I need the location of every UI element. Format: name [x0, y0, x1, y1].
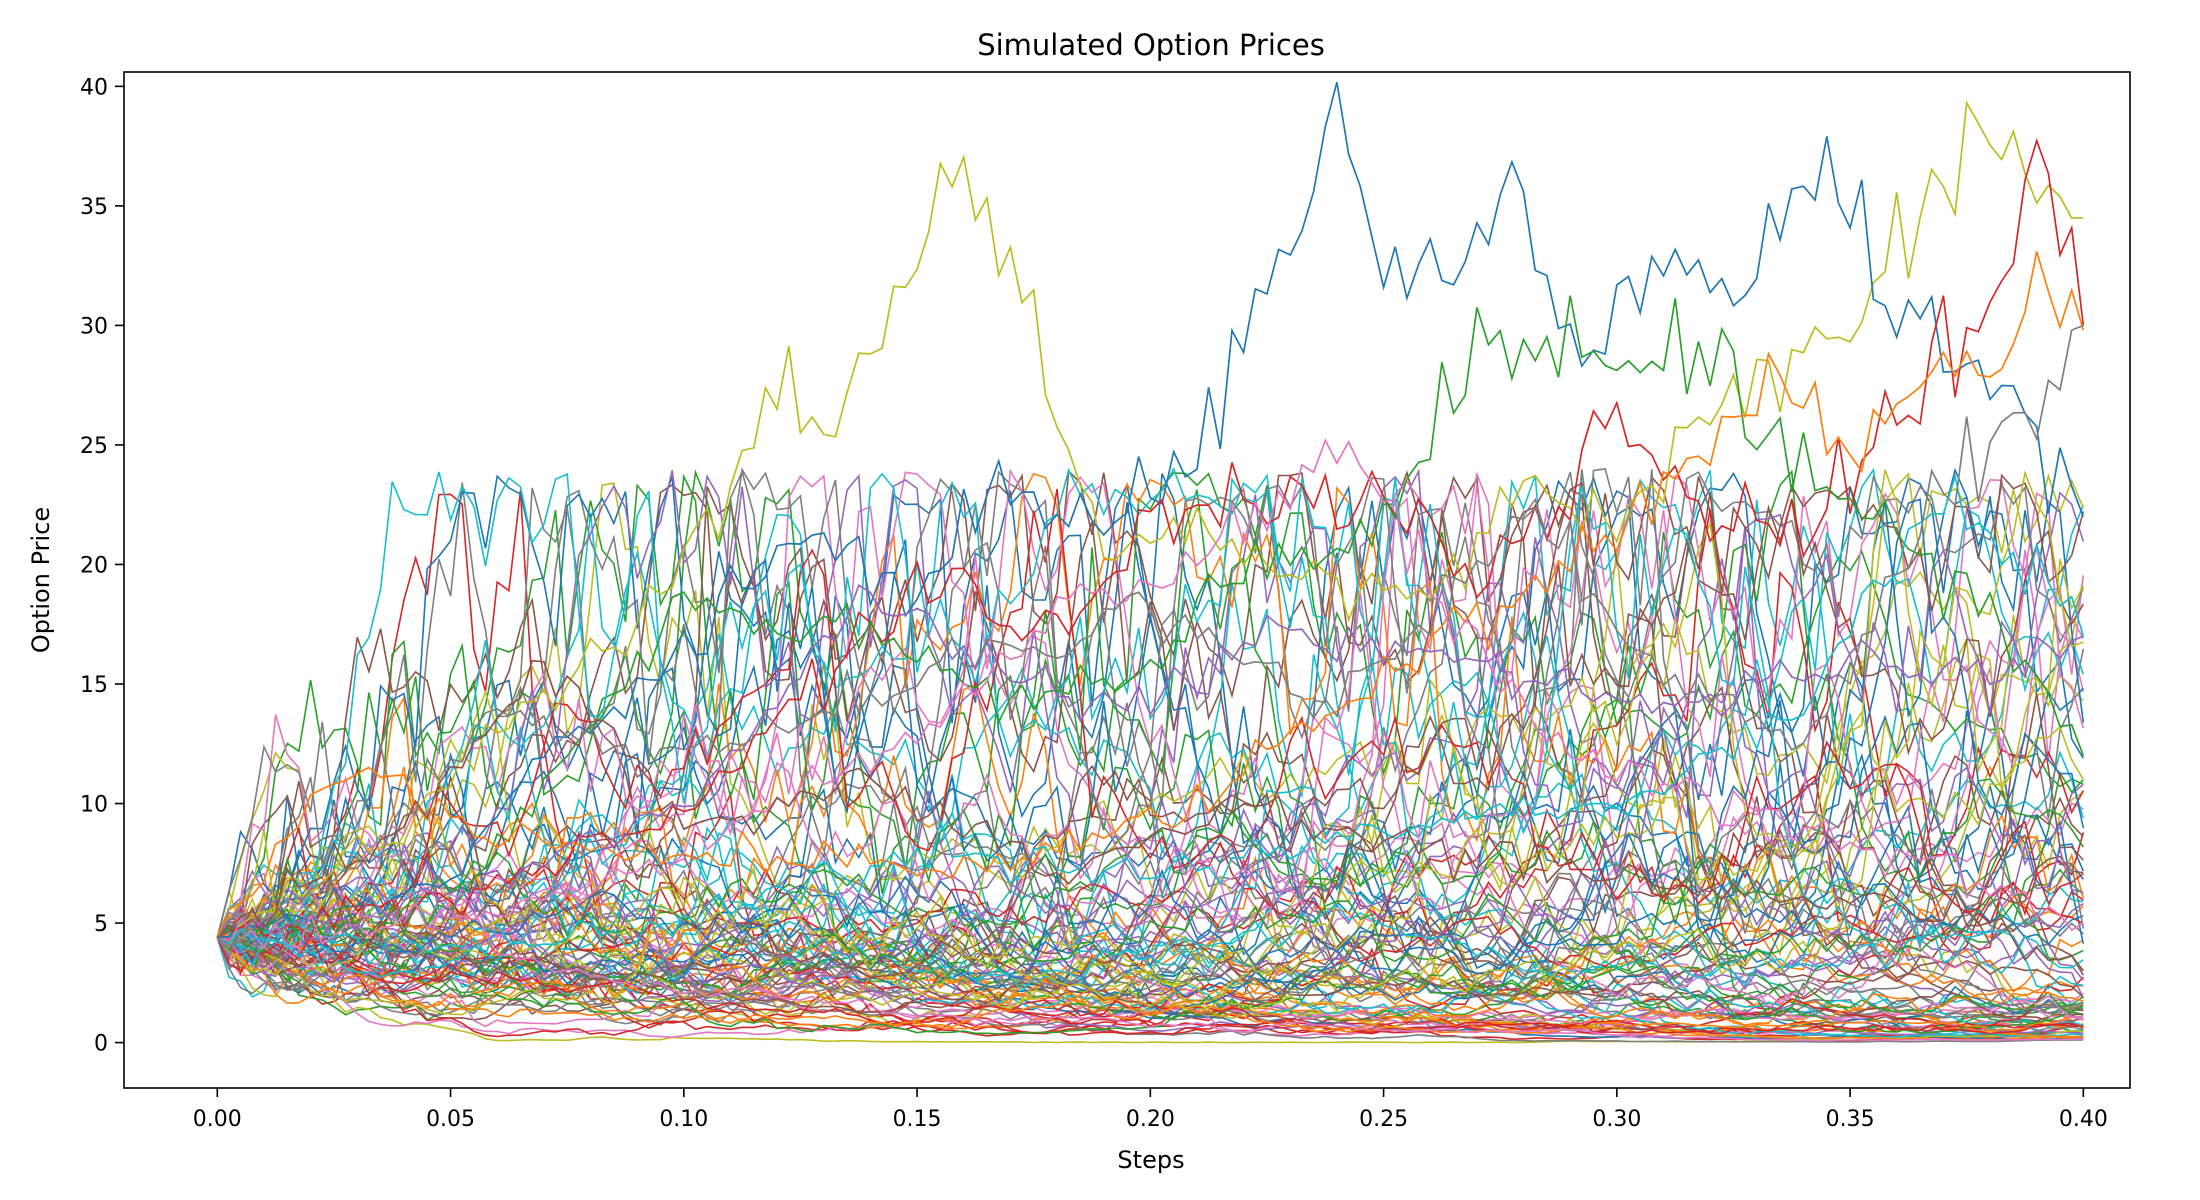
series-line-highlight — [216, 251, 2085, 938]
x-tick-label: 0.10 — [659, 1107, 708, 1132]
series-line — [216, 936, 2084, 1021]
x-tick-label: 0.30 — [1592, 1107, 1641, 1132]
series-line — [216, 787, 2085, 1001]
y-tick-label: 25 — [80, 434, 108, 459]
series-line — [216, 468, 2085, 999]
x-tick-label: 0.20 — [1126, 1107, 1175, 1132]
series-line — [216, 766, 2084, 1007]
x-tick-label: 0.35 — [1826, 1107, 1875, 1132]
y-tick-label: 30 — [80, 314, 108, 339]
x-axis: 0.00 0.05 0.10 0.15 0.20 0.25 0.30 0.35 0.40 — [193, 1088, 2108, 1132]
series-line-highlight — [216, 324, 2084, 947]
x-tick-label: 0.00 — [193, 1107, 242, 1132]
series-line — [216, 470, 2084, 1016]
series-lines — [216, 81, 2085, 1044]
series-line-highlight — [217, 81, 2085, 939]
series-line — [217, 469, 2084, 1009]
series-line — [216, 773, 2084, 992]
y-tick-label: 5 — [94, 912, 108, 937]
x-tick-label: 0.05 — [426, 1107, 475, 1132]
series-line — [216, 466, 2084, 974]
series-line-highlight — [216, 659, 2084, 972]
x-axis-label: Steps — [1117, 1146, 1184, 1174]
series-line-highlight — [216, 584, 2084, 958]
series-line — [216, 936, 2084, 1017]
series-line-highlight — [216, 137, 2085, 939]
y-tick-label: 10 — [80, 793, 108, 818]
series-line — [216, 470, 2085, 978]
chart-title: Simulated Option Prices — [977, 28, 1325, 62]
series-line — [216, 467, 2085, 938]
y-tick-label: 20 — [80, 553, 108, 578]
series-line-highlight — [216, 100, 2084, 939]
series-line — [217, 935, 2084, 1034]
series-line-highlight — [216, 295, 2085, 952]
y-tick-label: 15 — [80, 673, 108, 698]
y-axis-label: Option Price — [27, 507, 55, 653]
plot-area-frame — [123, 71, 2131, 1089]
series-line-highlight — [216, 473, 2085, 966]
series-line — [217, 883, 2084, 1042]
series-line — [217, 839, 2084, 1027]
series-line — [216, 923, 2084, 1035]
x-tick-label: 0.25 — [1359, 1107, 1408, 1132]
series-line — [216, 887, 2084, 1041]
x-tick-label: 0.15 — [893, 1107, 942, 1132]
series-line — [216, 936, 2084, 1034]
series-line — [216, 468, 2085, 960]
series-line — [216, 801, 2084, 962]
y-axis: 0 5 10 15 20 25 30 35 40 — [80, 75, 124, 1057]
series-line — [216, 859, 2084, 989]
series-line — [216, 857, 2084, 1040]
series-line — [216, 473, 2085, 979]
series-line — [216, 676, 2084, 988]
series-line — [216, 472, 2085, 979]
y-tick-label: 0 — [94, 1032, 108, 1057]
series-line — [216, 469, 2085, 1016]
series-line-highlight — [216, 438, 2084, 950]
y-tick-label: 40 — [80, 75, 108, 100]
series-line — [216, 857, 2084, 1035]
series-line — [216, 467, 2085, 961]
y-tick-label: 35 — [80, 195, 108, 220]
x-tick-label: 0.40 — [2059, 1107, 2108, 1132]
series-line — [216, 472, 2084, 939]
